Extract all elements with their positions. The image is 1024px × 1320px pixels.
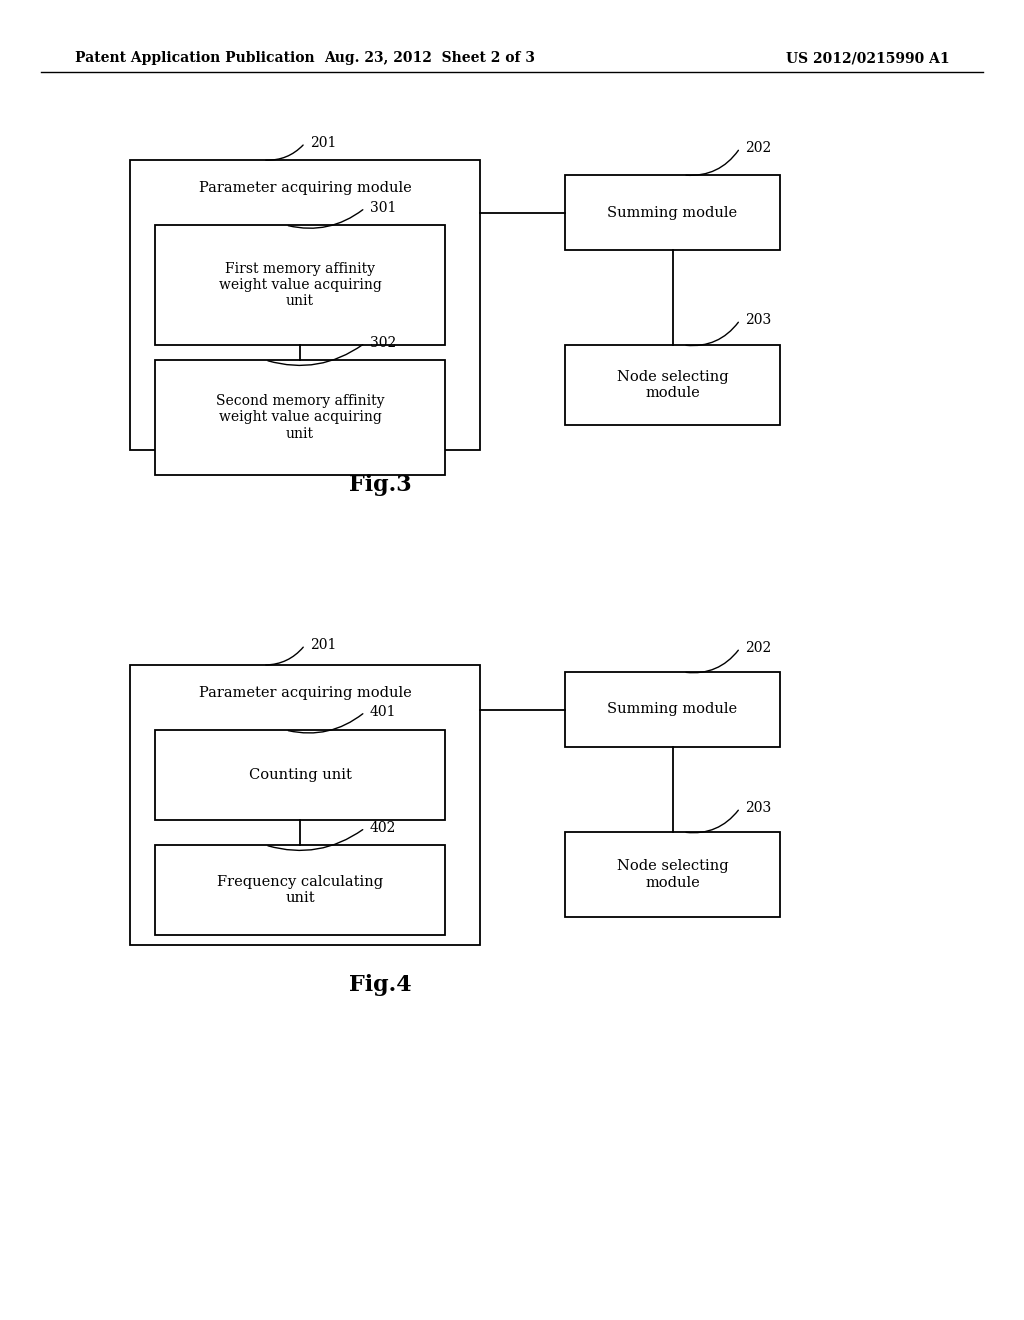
Text: Second memory affinity
weight value acquiring
unit: Second memory affinity weight value acqu… (216, 395, 384, 441)
Text: Summing module: Summing module (607, 206, 737, 219)
Bar (155, 845, 445, 935)
Text: First memory affinity
weight value acquiring
unit: First memory affinity weight value acqui… (218, 261, 381, 308)
Bar (155, 730, 445, 820)
Text: 301: 301 (370, 201, 396, 215)
Bar (155, 224, 445, 345)
Text: Parameter acquiring module: Parameter acquiring module (199, 181, 412, 195)
Text: 203: 203 (745, 801, 771, 814)
Text: 203: 203 (745, 313, 771, 327)
Text: 401: 401 (370, 705, 396, 719)
Text: 201: 201 (310, 638, 336, 652)
Text: Aug. 23, 2012  Sheet 2 of 3: Aug. 23, 2012 Sheet 2 of 3 (325, 51, 536, 65)
Bar (130, 160, 480, 450)
Text: 302: 302 (370, 337, 396, 350)
Text: Summing module: Summing module (607, 702, 737, 717)
Bar (565, 672, 780, 747)
Bar (565, 176, 780, 249)
Bar (130, 665, 480, 945)
Text: Counting unit: Counting unit (249, 768, 351, 781)
Text: Fig.3: Fig.3 (349, 474, 412, 496)
Text: 202: 202 (745, 141, 771, 154)
Text: Patent Application Publication: Patent Application Publication (75, 51, 314, 65)
Bar (565, 345, 780, 425)
Text: 201: 201 (310, 136, 336, 150)
Text: Fig.4: Fig.4 (349, 974, 412, 997)
Text: Node selecting
module: Node selecting module (616, 859, 728, 890)
Text: Parameter acquiring module: Parameter acquiring module (199, 686, 412, 700)
Bar (155, 360, 445, 475)
Text: Node selecting
module: Node selecting module (616, 370, 728, 400)
Bar (565, 832, 780, 917)
Text: US 2012/0215990 A1: US 2012/0215990 A1 (786, 51, 950, 65)
Text: 202: 202 (745, 642, 771, 655)
Text: 402: 402 (370, 821, 396, 836)
Text: Frequency calculating
unit: Frequency calculating unit (217, 875, 383, 906)
